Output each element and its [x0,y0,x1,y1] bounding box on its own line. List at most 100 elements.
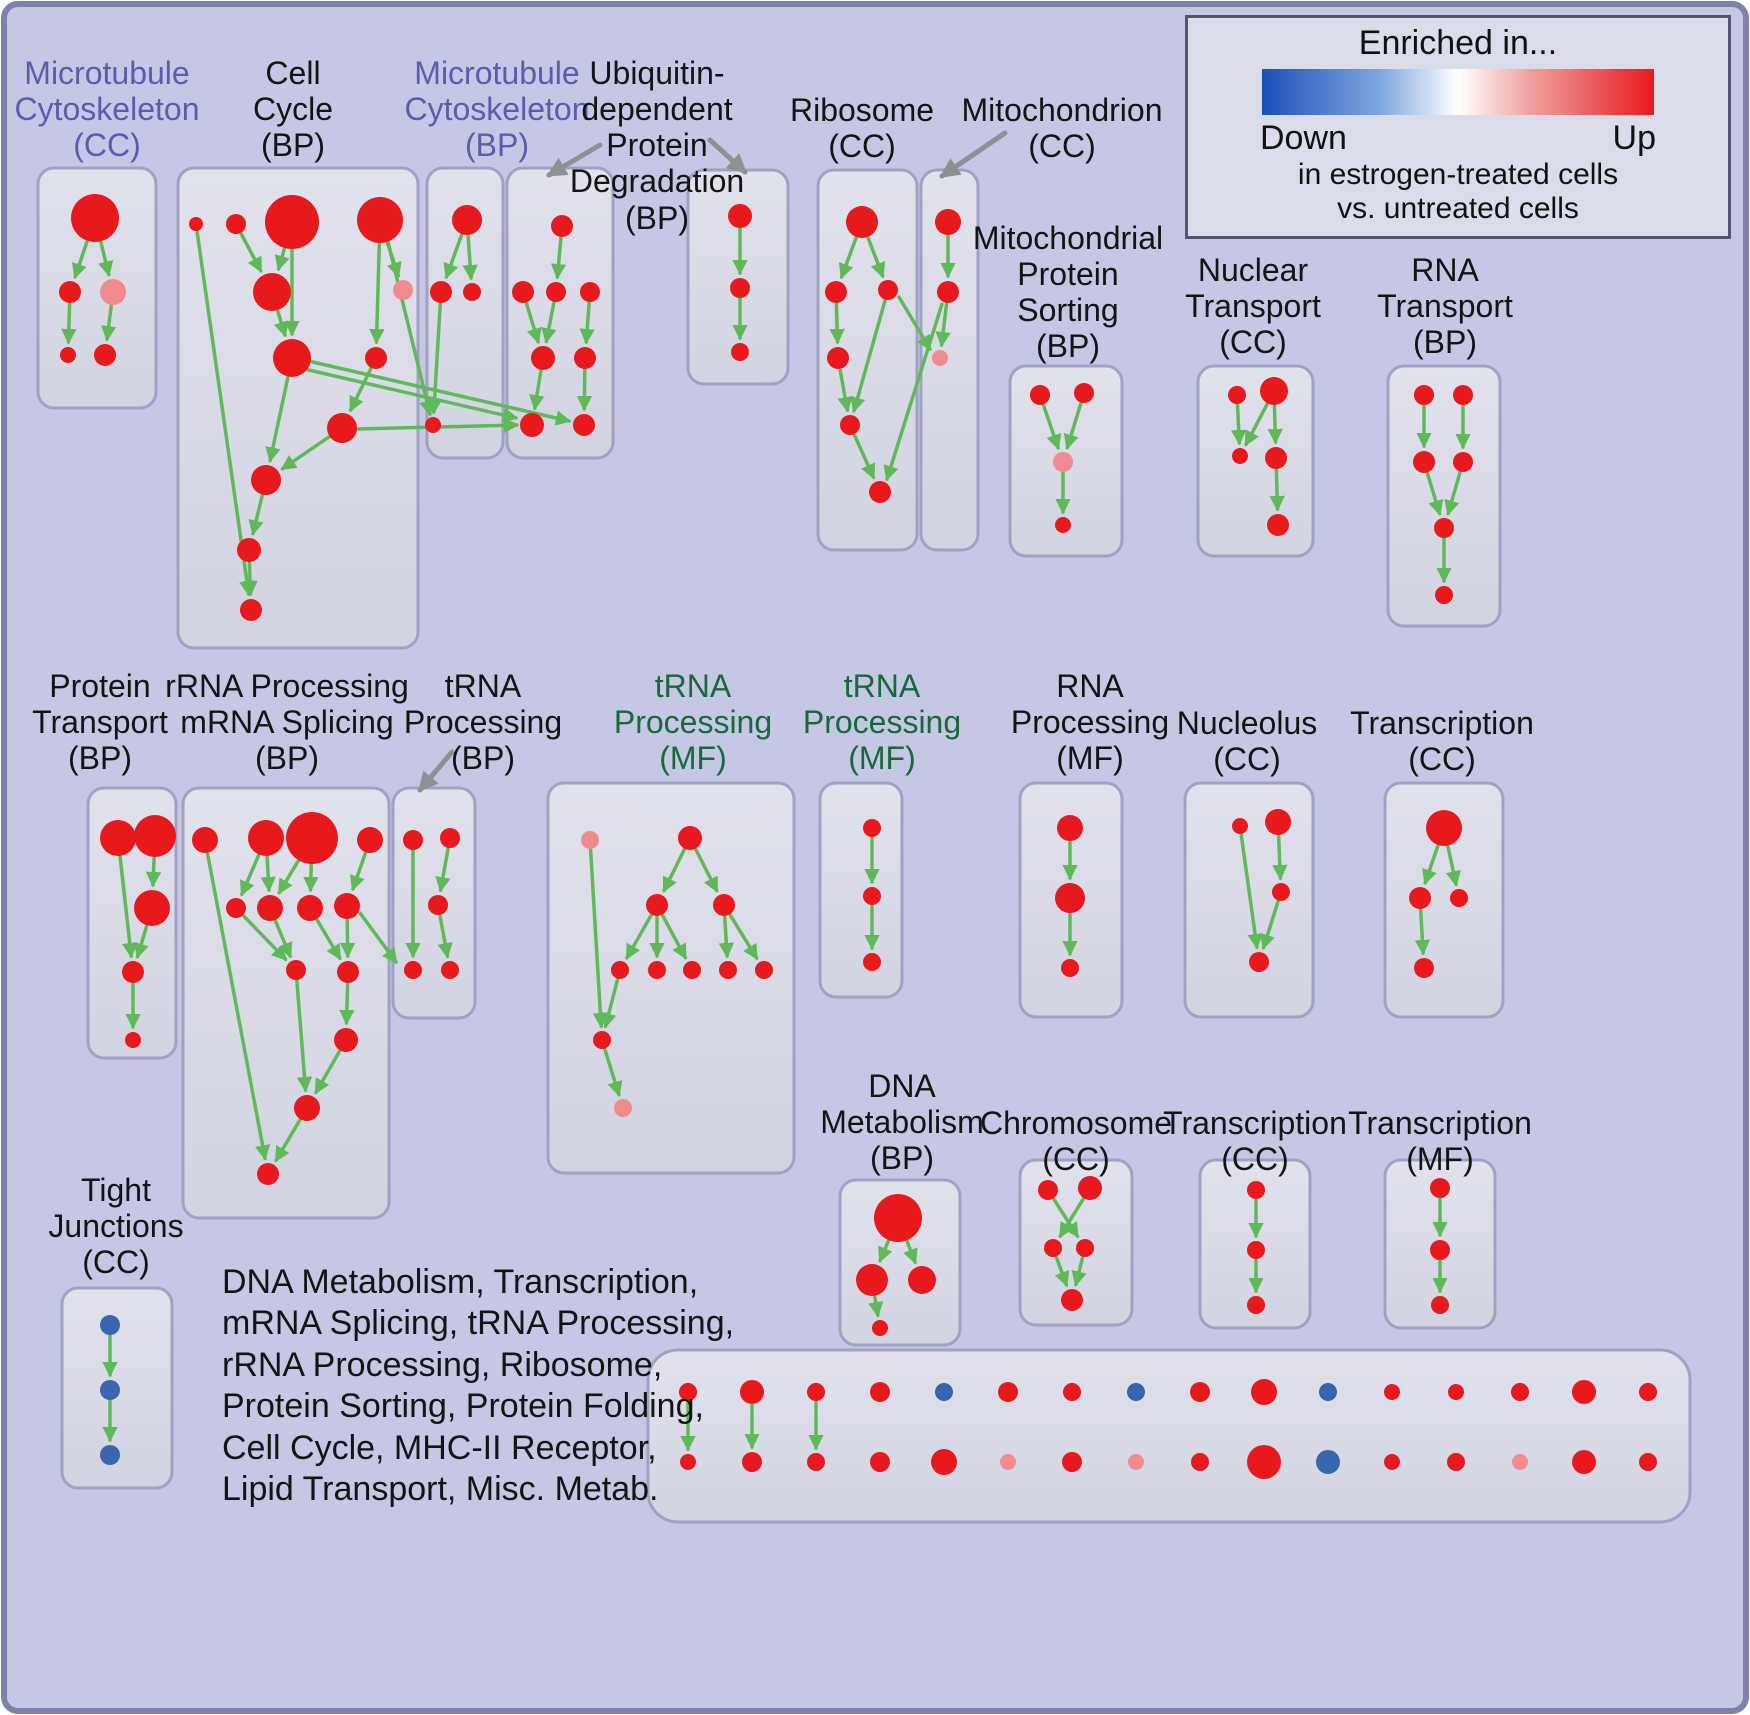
edge-arrow [260,855,276,893]
gene-node-red [251,465,281,495]
cluster-label-ubiquitin-degradation: Ubiquitin- dependent Protein Degradation… [569,55,745,236]
gene-node-red [1430,1178,1450,1198]
edge-arrow [280,435,331,471]
gene-node-red [931,1449,957,1475]
edge-arrow [852,433,876,480]
gene-node-red [1247,1241,1265,1259]
gene-node-red [680,1454,696,1470]
gene-node-pink [393,280,413,300]
gene-node-red [1409,887,1431,909]
gene-node-red [1453,452,1473,472]
cluster-label-nuclear-transport: Nuclear Transport (CC) [1185,252,1321,361]
gene-node-red [740,1380,764,1404]
gene-node-red [1061,959,1079,977]
cluster-box-nuclear-transport [1196,364,1315,558]
gene-node-red [1062,1452,1082,1472]
gene-node-pink [1128,1454,1144,1470]
gene-node-red [237,538,261,562]
edge-arrow [1063,401,1083,450]
gene-node-red [846,206,878,238]
gene-node-red [334,1028,358,1052]
gene-node-red [122,961,144,983]
cluster-box-rrna-processing-mrna-splicing [181,786,391,1220]
gene-node-red [872,1320,888,1336]
gene-node-red [1061,1289,1083,1311]
gene-node-red [1247,1181,1265,1199]
gene-node-red [807,1453,825,1471]
gene-node-red [869,481,891,503]
gene-node-red [1232,448,1248,464]
edge-arrow [1269,468,1285,512]
edge-arrow [1041,403,1062,450]
gene-node-red [731,343,749,361]
cluster-box-rna-transport [1386,364,1502,628]
gene-node-red [365,347,387,369]
gene-node-red [226,898,246,918]
gene-node-red [574,347,596,369]
edge-arrow [694,847,719,893]
gene-node-red [512,281,534,303]
gene-node-red [257,895,283,921]
gene-node-blue [100,1445,120,1465]
edge-arrow [195,230,255,597]
gene-node-red [248,820,284,856]
gene-node-blue [100,1380,120,1400]
gene-node-red [807,1383,825,1401]
edge-arrow [248,493,264,536]
cross-cluster-edge-arrow [358,911,398,964]
gene-node-red [403,830,423,850]
gene-node-red [189,217,203,231]
edge-arrow [660,913,688,960]
gene-node-red [1426,810,1462,846]
gene-node-red [1430,1240,1450,1260]
gene-node-red [1272,883,1290,901]
cluster-label-microtubule-cytoskeleton-bp: Microtubule Cytoskeleton (BP) [404,55,590,164]
edge-arrow [1231,403,1247,446]
gene-node-red [998,1382,1018,1402]
gene-node-red [840,415,860,435]
cluster-label-dna-metabolism: DNA Metabolism (BP) [820,1068,984,1177]
gene-node-red [71,194,119,242]
gene-node-red [870,1382,890,1402]
gene-node-red [1434,518,1454,538]
gene-node-red [1074,383,1094,403]
edge-arrow [118,855,138,959]
edge-arrow [443,233,464,280]
gene-node-red [874,1194,922,1242]
gene-node-red [1044,1239,1062,1257]
gene-node-red [935,209,961,235]
cluster-label-rna-processing-mf: RNA Processing (MF) [1010,668,1170,777]
cluster-label-rrna-processing-mrna-splicing: rRNA Processing mRNA Splicing (BP) [165,668,409,777]
edge-arrow [1244,402,1269,447]
edge-arrow [61,302,77,345]
gene-node-red [134,890,170,926]
gene-node-red [825,281,847,303]
cluster-label-tight-junctions: Tight Junctions (CC) [48,1172,184,1281]
gene-node-red [908,1266,936,1294]
cluster-label-transcription-cc-2: Transcription (CC) [1163,1105,1347,1178]
gene-node-red [531,346,555,370]
gene-node-red [425,417,441,433]
cluster-label-transcription-mf: Transcription (MF) [1348,1105,1532,1178]
edge-arrow [878,1239,893,1263]
edge-arrow [277,859,300,895]
edge-arrow [1272,834,1288,881]
edge-arrow [349,851,368,892]
gene-node-red [713,894,735,916]
cluster-label-trna-processing-bp: tRNA Processing (BP) [403,668,563,777]
gene-node-pink [1512,1454,1528,1470]
gene-node-pink [614,1099,632,1117]
gene-node-red [937,281,959,303]
edge-arrow [101,304,117,342]
gene-node-red [240,599,262,621]
gene-node-red [1030,385,1050,405]
cluster-label-chromosome: Chromosome (CC) [979,1105,1173,1178]
legend-down-label: Down [1260,119,1347,157]
gene-node-red [59,281,81,303]
gene-node-red [100,820,136,856]
gene-node-red [1639,1383,1657,1401]
gene-node-red [1191,1453,1209,1471]
edge-arrow [369,242,385,345]
gene-node-red [1055,883,1085,913]
